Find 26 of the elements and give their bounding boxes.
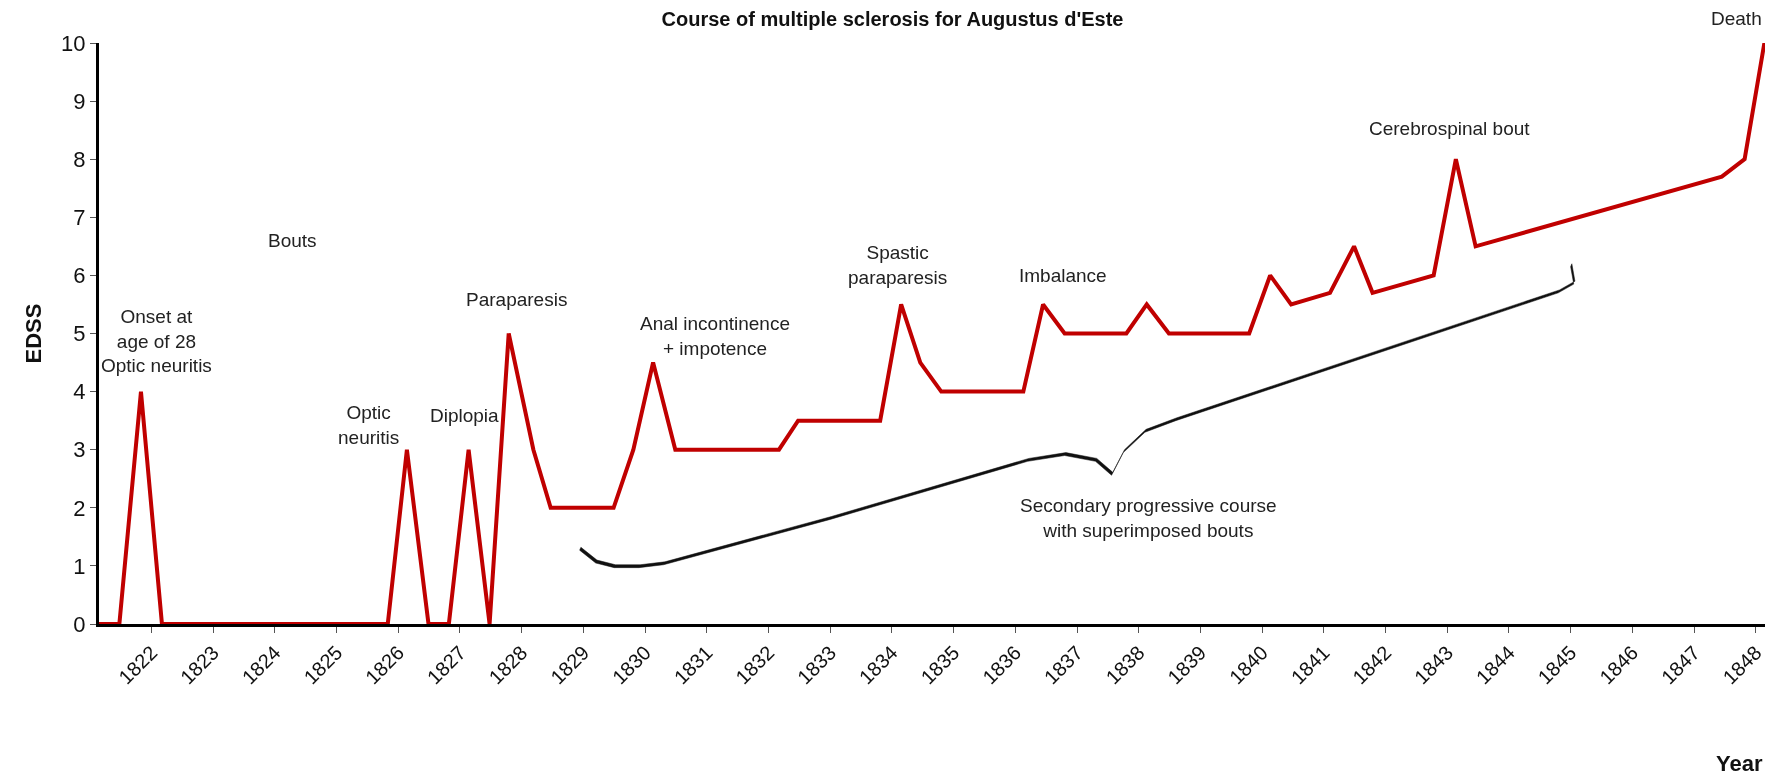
y-tick-label: 7	[73, 205, 86, 230]
annotation: Death	[1711, 8, 1762, 29]
y-tick-label: 2	[73, 495, 86, 521]
chart-title: Course of multiple sclerosis for Augustus d'Este	[661, 7, 1124, 30]
y-tick-label: 10	[61, 30, 86, 56]
y-tick-label: 3	[73, 437, 86, 463]
y-tick-label: 0	[73, 611, 86, 637]
annotation: Optic neuritis	[338, 402, 400, 448]
annotation: Bouts	[268, 230, 317, 251]
y-axis-title: EDSS	[20, 303, 46, 364]
annotation: Cerebrospinal bout	[1369, 118, 1531, 139]
y-tick-label: 5	[73, 321, 86, 347]
annotation: Paraparesis	[466, 289, 568, 310]
annotation: Onset at age of 28 Optic neuritis	[101, 306, 212, 377]
x-axis-title: Year	[1716, 751, 1763, 776]
line-series	[99, 43, 1765, 624]
y-tick-label: 4	[73, 379, 86, 405]
y-tick-label: 8	[73, 146, 86, 172]
annotation: Anal incontinence + impotence	[640, 313, 790, 359]
annotation: Imbalance	[1019, 265, 1107, 286]
y-tick-label: 6	[73, 263, 86, 289]
y-tick-label: 9	[73, 88, 86, 114]
y-tick-label: 1	[73, 553, 86, 579]
annotation: Diplopia	[430, 405, 500, 426]
annotation: Spastic paraparesis	[848, 242, 948, 288]
annotation: Secondary progressive course with superimposed bouts	[1020, 495, 1277, 541]
